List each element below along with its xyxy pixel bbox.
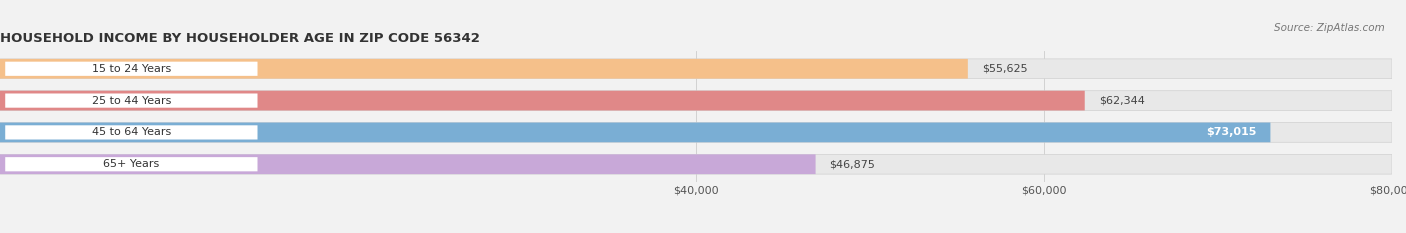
Text: HOUSEHOLD INCOME BY HOUSEHOLDER AGE IN ZIP CODE 56342: HOUSEHOLD INCOME BY HOUSEHOLDER AGE IN Z… (0, 31, 479, 45)
Text: $46,875: $46,875 (830, 159, 876, 169)
Text: 25 to 44 Years: 25 to 44 Years (91, 96, 172, 106)
FancyBboxPatch shape (6, 157, 257, 171)
FancyBboxPatch shape (0, 154, 1392, 174)
Text: 65+ Years: 65+ Years (103, 159, 159, 169)
Text: $73,015: $73,015 (1206, 127, 1257, 137)
FancyBboxPatch shape (0, 59, 1392, 79)
FancyBboxPatch shape (6, 62, 257, 76)
Text: $55,625: $55,625 (981, 64, 1028, 74)
Text: 45 to 64 Years: 45 to 64 Years (91, 127, 172, 137)
Text: $62,344: $62,344 (1098, 96, 1144, 106)
FancyBboxPatch shape (0, 123, 1271, 142)
FancyBboxPatch shape (0, 123, 1392, 142)
FancyBboxPatch shape (0, 59, 967, 79)
FancyBboxPatch shape (6, 93, 257, 108)
Text: 15 to 24 Years: 15 to 24 Years (91, 64, 172, 74)
FancyBboxPatch shape (0, 154, 815, 174)
FancyBboxPatch shape (0, 91, 1392, 110)
FancyBboxPatch shape (6, 125, 257, 140)
FancyBboxPatch shape (0, 91, 1085, 110)
Text: Source: ZipAtlas.com: Source: ZipAtlas.com (1274, 23, 1385, 33)
